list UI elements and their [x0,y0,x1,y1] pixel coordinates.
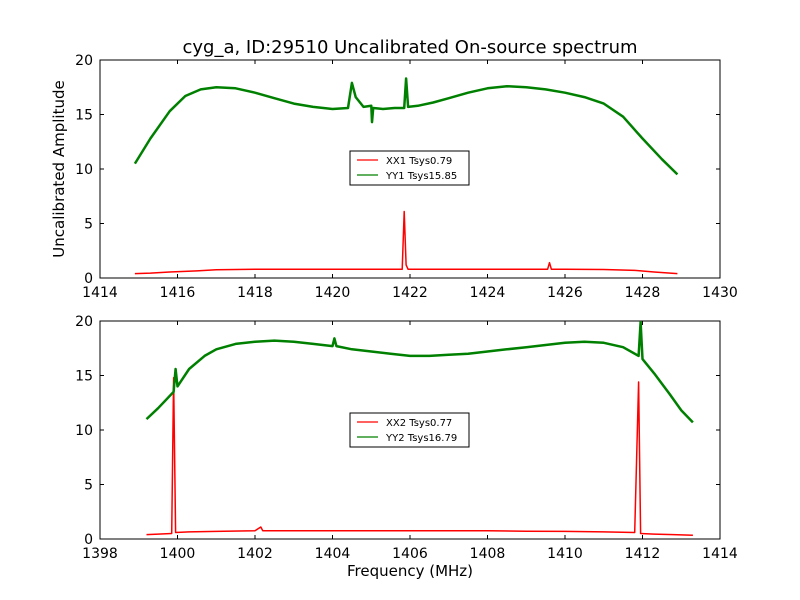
x-tick-label: 1420 [315,285,351,301]
x-tick-label: 1408 [470,546,506,562]
chart-title: cyg_a, ID:29510 Uncalibrated On-source s… [182,37,637,58]
y-tick-label: 20 [75,314,93,330]
x-tick-label: 1414 [702,546,738,562]
x-tick-label: 1416 [160,285,196,301]
legend-label: XX1 Tsys0.79 [386,156,452,167]
series-line-yy1 [133,77,679,176]
y-axis-label: Uncalibrated Amplitude [50,80,68,257]
series-line-xx1 [134,210,678,275]
legend-label: YY1 Tsys15.85 [385,171,457,182]
x-tick-label: 1410 [547,546,583,562]
y-tick-label: 15 [75,108,93,124]
y-tick-label: 0 [84,271,93,287]
x-tick-label: 1424 [470,285,506,301]
y-tick-label: 0 [84,532,93,548]
y-tick-label: 10 [75,162,93,178]
x-tick-label: 1412 [625,546,661,562]
legend: XX2 Tsys0.77 YY2 Tsys16.79 [349,412,470,448]
x-tick-label: 1428 [625,285,661,301]
x-tick-label: 1402 [237,546,273,562]
x-tick-label: 1426 [547,285,583,301]
top-plot-panel: 1414 1416 1418 1420 1422 1424 1426 1428 1430 0 5 10… [50,53,738,301]
x-tick-label: 1406 [392,546,428,562]
x-tick-label: 1430 [702,285,738,301]
x-tick-label: 1418 [237,285,273,301]
series-line-yy2 [145,320,694,424]
legend-label: YY2 Tsys16.79 [385,433,457,444]
legend-box [349,412,470,448]
x-tick-label: 1422 [392,285,428,301]
y-tick-label: 20 [75,53,93,69]
legend-label: XX2 Tsys0.77 [386,418,452,429]
legend-box [349,150,470,186]
y-tick-label: 15 [75,369,93,385]
series-line-xx2 [146,376,693,536]
bottom-plot-panel: 1398 1400 1402 1404 1406 1408 1410 1412 1414 0 5 10… [75,314,738,580]
y-tick-label: 5 [84,217,93,233]
y-tick-label: 10 [75,423,93,439]
x-tick-label: 1400 [160,546,196,562]
x-tick-label: 1398 [82,546,118,562]
y-tick-label: 5 [84,478,93,494]
x-tick-label: 1414 [82,285,118,301]
legend: XX1 Tsys0.79 YY1 Tsys15.85 [349,150,470,186]
x-axis-label: Frequency (MHz) [347,562,473,580]
x-tick-label: 1404 [315,546,351,562]
